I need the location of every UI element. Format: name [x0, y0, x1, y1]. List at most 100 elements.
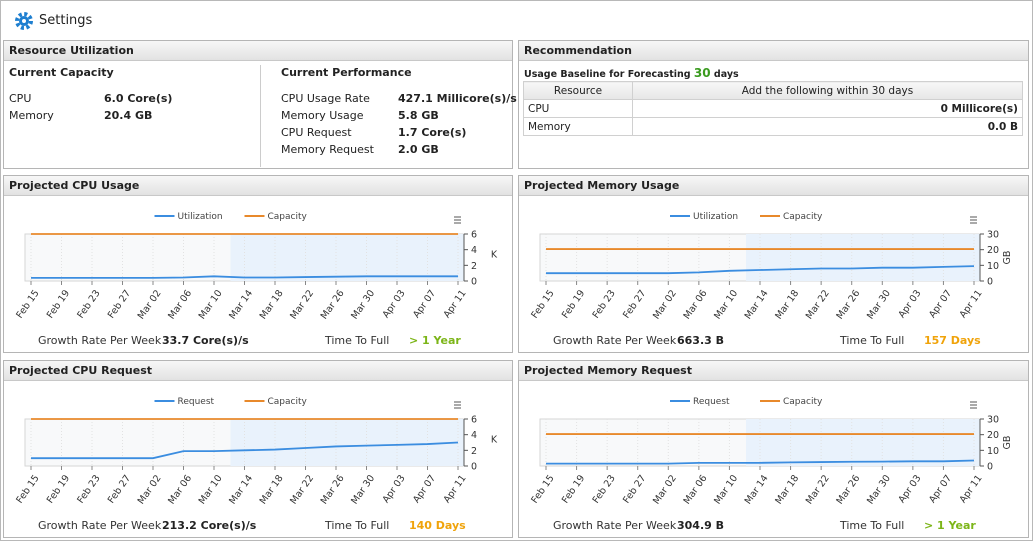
x-tick-label: Apr 07: [411, 288, 438, 320]
x-tick-label: Mar 14: [743, 288, 771, 321]
x-tick-label: Feb 19: [45, 288, 72, 320]
growth-label: Growth Rate Per Week: [38, 334, 162, 347]
x-tick-label: Apr 03: [381, 288, 408, 320]
x-tick-label: Feb 19: [45, 473, 72, 505]
y-tick-label: 4: [471, 430, 477, 441]
cell: Memory: [523, 117, 633, 136]
y-tick-label: 0: [987, 277, 993, 288]
x-tick-label: Mar 14: [227, 288, 255, 321]
time-value: > 1 Year: [924, 519, 976, 532]
forecast-region: [746, 234, 980, 281]
x-tick-label: Feb 23: [591, 473, 618, 505]
legend-label: Capacity: [783, 212, 823, 222]
x-tick-label: Mar 14: [227, 473, 255, 506]
y-tick-label: 10: [987, 261, 999, 272]
x-tick-label: Apr 03: [381, 473, 408, 505]
series-line: [31, 275, 458, 279]
column-header: Add the following within 30 days: [632, 81, 1023, 100]
y-tick-label: 6: [471, 230, 477, 241]
y-tick-label: 6: [471, 415, 477, 426]
value: 1.7 Core(s): [398, 126, 467, 139]
legend-label: Capacity: [268, 212, 308, 222]
x-tick-label: Feb 15: [14, 473, 41, 505]
x-tick-label: Feb 19: [560, 473, 587, 505]
section-title: Current Performance: [281, 66, 412, 79]
chart-panel: Projected Memory Request Feb 15 Feb 19 Feb …: [518, 360, 1029, 538]
chart-panel: Projected CPU Usage Feb 15 Feb 19 Feb 23 Feb…: [3, 175, 513, 353]
x-tick-label: Mar 30: [865, 288, 893, 321]
cell: 0.0 B: [632, 117, 1023, 136]
legend-label: Request: [178, 397, 215, 407]
x-tick-label: Mar 06: [682, 473, 710, 506]
label: CPU: [9, 92, 32, 105]
x-tick-label: Feb 27: [621, 288, 648, 320]
chart: Feb 15 Feb 19 Feb 23 Feb 27 Mar 02 Mar 06 Mar …: [529, 212, 1013, 347]
x-tick-label: Apr 11: [958, 288, 985, 320]
growth-label: Growth Rate Per Week: [553, 334, 677, 347]
series-line: [31, 441, 459, 460]
x-tick-label: Apr 11: [442, 288, 469, 320]
x-tick-label: Mar 18: [258, 473, 286, 506]
y-tick-label: 20: [987, 245, 999, 256]
x-tick-label: Mar 10: [712, 288, 740, 321]
x-tick-label: Apr 03: [896, 473, 923, 505]
x-tick-label: Mar 14: [743, 473, 771, 506]
value: 427.1 Millicore(s)/s: [398, 92, 517, 105]
x-tick-label: Mar 22: [288, 288, 316, 321]
label: Memory Request: [281, 143, 374, 156]
legend-label: Capacity: [268, 397, 308, 407]
legend-label: Utilization: [693, 212, 738, 222]
y-tick-label: 4: [471, 245, 477, 256]
baseline-text: Usage Baseline for Forecasting 30 days: [524, 66, 739, 80]
x-tick-label: Apr 11: [958, 473, 985, 505]
chart: Feb 15 Feb 19 Feb 23 Feb 27 Mar 02 Mar 06 Mar …: [529, 397, 1013, 532]
x-tick-label: Mar 06: [166, 473, 194, 506]
x-tick-label: Mar 26: [834, 288, 862, 321]
x-tick-label: Mar 26: [319, 473, 347, 506]
x-tick-label: Feb 23: [591, 288, 618, 320]
time-value: > 1 Year: [409, 334, 461, 347]
x-tick-label: Mar 30: [349, 473, 377, 506]
y-tick-label: 30: [987, 230, 999, 241]
time-value: 157 Days: [924, 334, 981, 347]
label: Memory Usage: [281, 109, 364, 122]
x-tick-label: Mar 10: [197, 288, 225, 321]
x-tick-label: Mar 06: [682, 288, 710, 321]
recommendation-table: Resource Add the following within 30 days…: [523, 81, 1023, 136]
panel-title: Projected CPU Request: [4, 361, 512, 381]
x-tick-label: Mar 22: [288, 473, 316, 506]
chart: Feb 15 Feb 19 Feb 23 Feb 27 Mar 02 Mar 06 Mar …: [14, 397, 498, 532]
panel-title: Resource Utilization: [4, 41, 512, 61]
time-label: Time To Full: [324, 519, 389, 532]
resource-utilization-panel: Resource Utilization Current Capacity CP…: [3, 40, 517, 169]
series-line: [546, 265, 975, 275]
panel-title: Recommendation: [519, 41, 1028, 61]
x-tick-label: Apr 07: [411, 473, 438, 505]
cell: 0 Millicore(s): [632, 99, 1023, 118]
x-tick-label: Apr 07: [927, 288, 954, 320]
x-tick-label: Apr 11: [442, 473, 469, 505]
forecast-region: [230, 419, 464, 466]
x-tick-label: Mar 18: [258, 288, 286, 321]
x-tick-label: Feb 23: [75, 288, 102, 320]
x-tick-label: Mar 22: [804, 288, 832, 321]
x-tick-label: Feb 27: [106, 473, 133, 505]
label: CPU Usage Rate: [281, 92, 370, 105]
x-tick-label: Feb 15: [529, 288, 556, 320]
x-tick-label: Mar 30: [865, 473, 893, 506]
y-tick-label: 30: [987, 415, 999, 426]
y-tick-label: 0: [471, 277, 477, 288]
page-title: Settings: [39, 13, 93, 28]
value: 6.0 Core(s): [104, 92, 173, 105]
x-tick-label: Feb 19: [560, 288, 587, 320]
time-label: Time To Full: [839, 519, 904, 532]
panel-title: Projected Memory Usage: [519, 176, 1028, 196]
label: CPU Request: [281, 126, 352, 139]
x-tick-label: Mar 30: [349, 288, 377, 321]
time-label: Time To Full: [324, 334, 389, 347]
settings-icon: [15, 12, 33, 30]
growth-value: 663.3 B: [677, 334, 724, 347]
x-tick-label: Feb 15: [529, 473, 556, 505]
x-tick-label: Feb 27: [621, 473, 648, 505]
y-axis-label: K: [491, 250, 498, 261]
